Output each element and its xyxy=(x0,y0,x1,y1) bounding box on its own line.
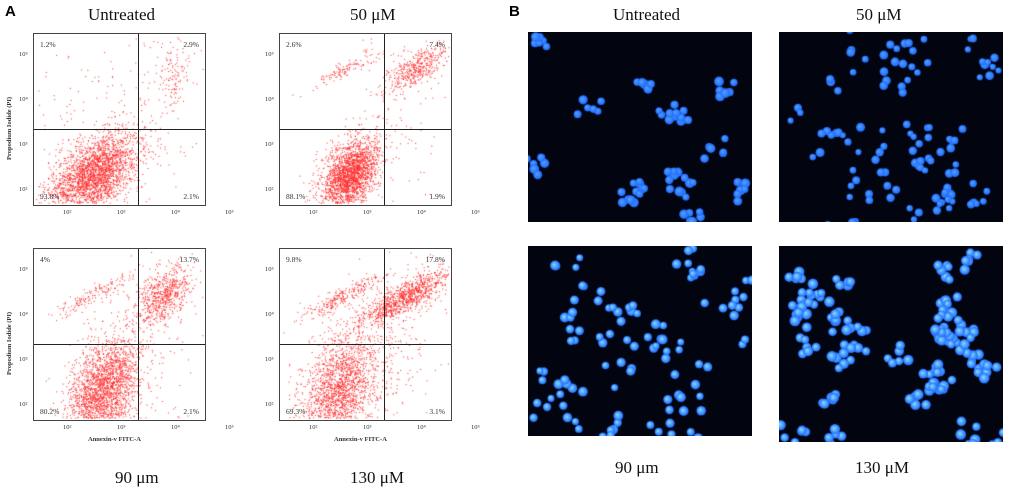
panel-b-letter: B xyxy=(509,3,520,20)
flow-plot-untreated: 1.2% 2.9% 93.8% 2.1% xyxy=(33,33,206,206)
x-axis-title: Annexin-v FITC-A xyxy=(88,436,141,443)
y-tick-label: 10⁴ xyxy=(265,96,274,103)
x-tick-label: 10³ xyxy=(117,424,126,431)
quadrant-gate-vertical xyxy=(384,249,385,420)
label-b-90um: 90 μm xyxy=(615,458,659,477)
y-axis-title: Propodium Iodide (PI) xyxy=(6,96,13,160)
quadrant-gate-horizontal xyxy=(280,344,451,345)
x-tick-label: 10² xyxy=(63,209,72,216)
x-tick-label: 10⁵ xyxy=(225,424,234,431)
y-tick-label: 10³ xyxy=(265,356,274,363)
quadrant-ur-pct: 2.9% xyxy=(183,40,199,49)
x-tick-label: 10² xyxy=(309,209,318,216)
quadrant-gate-horizontal xyxy=(34,129,205,130)
y-tick-label: 10⁴ xyxy=(19,96,28,103)
y-tick-label: 10³ xyxy=(265,141,274,148)
quadrant-ul-pct: 4% xyxy=(40,255,50,264)
y-tick-label: 10² xyxy=(265,401,274,408)
micrograph-untreated xyxy=(528,32,752,222)
quadrant-ll-pct: 93.8% xyxy=(40,192,60,201)
micrograph-50uM xyxy=(779,32,1003,222)
x-tick-label: 10³ xyxy=(117,209,126,216)
y-tick-label: 10⁵ xyxy=(19,266,28,273)
quadrant-gate-vertical xyxy=(138,34,139,205)
y-tick-label: 10³ xyxy=(19,141,28,148)
micrograph-130uM xyxy=(779,246,1003,442)
label-b-130uM: 130 μM xyxy=(855,458,909,477)
quadrant-ll-pct: 88.1% xyxy=(286,192,306,201)
x-tick-label: 10⁵ xyxy=(471,424,480,431)
flow-plot-50uM: 2.6% 7.4% 88.1% 1.9% xyxy=(279,33,452,206)
quadrant-lr-pct: 3.1% xyxy=(429,407,445,416)
scatter-dots xyxy=(280,249,451,420)
quadrant-ll-pct: 69.3% xyxy=(286,407,306,416)
y-tick-label: 10² xyxy=(265,186,274,193)
label-a-50uM: 50 μM xyxy=(350,5,396,24)
x-tick-label: 10³ xyxy=(363,209,372,216)
quadrant-ul-pct: 9.8% xyxy=(286,255,302,264)
scatter-dots xyxy=(280,34,451,205)
quadrant-ll-pct: 80.2% xyxy=(40,407,60,416)
quadrant-lr-pct: 2.1% xyxy=(183,407,199,416)
quadrant-ul-pct: 1.2% xyxy=(40,40,56,49)
x-tick-label: 10⁴ xyxy=(417,209,426,216)
label-b-50uM: 50 μM xyxy=(856,5,902,24)
label-a-130uM: 130 μM xyxy=(350,468,404,487)
label-a-untreated: Untreated xyxy=(88,5,156,24)
scatter-dots xyxy=(34,249,205,420)
x-tick-label: 10⁴ xyxy=(171,209,180,216)
flow-plot-130uM: 9.8% 17.8% 69.3% 3.1% xyxy=(279,248,452,421)
x-tick-label: 10⁵ xyxy=(471,209,480,216)
y-tick-label: 10⁵ xyxy=(265,51,274,58)
y-tick-label: 10⁵ xyxy=(19,51,28,58)
y-tick-label: 10⁴ xyxy=(265,311,274,318)
y-tick-label: 10² xyxy=(19,401,28,408)
label-a-90um: 90 μm xyxy=(115,468,159,487)
y-tick-label: 10⁴ xyxy=(19,311,28,318)
quadrant-gate-horizontal xyxy=(280,129,451,130)
x-tick-label: 10² xyxy=(309,424,318,431)
quadrant-ur-pct: 13.7% xyxy=(179,255,199,264)
quadrant-lr-pct: 1.9% xyxy=(429,192,445,201)
y-tick-label: 10⁵ xyxy=(265,266,274,273)
quadrant-ul-pct: 2.6% xyxy=(286,40,302,49)
micrograph-90um xyxy=(528,246,752,436)
x-tick-label: 10² xyxy=(63,424,72,431)
quadrant-ur-pct: 7.4% xyxy=(429,40,445,49)
quadrant-lr-pct: 2.1% xyxy=(183,192,199,201)
x-axis-title: Annexin-v FITC-A xyxy=(334,436,387,443)
label-b-untreated: Untreated xyxy=(613,5,681,24)
y-tick-label: 10² xyxy=(19,186,28,193)
quadrant-gate-horizontal xyxy=(34,344,205,345)
quadrant-gate-vertical xyxy=(138,249,139,420)
x-tick-label: 10⁴ xyxy=(417,424,426,431)
y-axis-title: Propodium Iodide (PI) xyxy=(6,311,13,375)
quadrant-gate-vertical xyxy=(384,34,385,205)
quadrant-ur-pct: 17.8% xyxy=(425,255,445,264)
panel-a-letter: A xyxy=(5,3,16,20)
x-tick-label: 10³ xyxy=(363,424,372,431)
x-tick-label: 10⁵ xyxy=(225,209,234,216)
scatter-dots xyxy=(34,34,205,205)
x-tick-label: 10⁴ xyxy=(171,424,180,431)
flow-plot-90um: 4% 13.7% 80.2% 2.1% xyxy=(33,248,206,421)
y-tick-label: 10³ xyxy=(19,356,28,363)
